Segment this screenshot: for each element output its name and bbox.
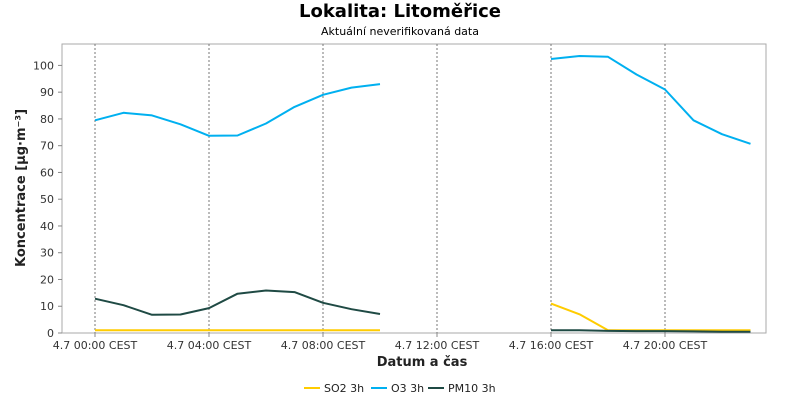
y-tick-label: 90 xyxy=(40,86,54,99)
grid xyxy=(94,44,666,333)
series-line xyxy=(94,289,381,316)
legend-item: PM10 3h xyxy=(428,382,496,395)
series-line xyxy=(94,83,381,137)
y-tick-label: 70 xyxy=(40,140,54,153)
x-axis-label: Datum a čas xyxy=(377,355,468,370)
y-axis: 0 10 20 30 40 50 60 70 80 90 100 xyxy=(33,59,62,340)
series-pm10-3h xyxy=(94,289,751,333)
x-axis: 4.7 00:00 CEST 4.7 04:00 CEST 4.7 08:00 CE… xyxy=(53,333,708,352)
legend: SO2 3h O3 3h PM10 3h xyxy=(304,382,496,395)
legend-label: PM10 3h xyxy=(448,382,496,395)
x-tick-label: 4.7 20:00 CEST xyxy=(623,339,708,352)
legend-label: O3 3h xyxy=(391,382,424,395)
x-tick-label: 4.7 00:00 CEST xyxy=(53,339,138,352)
series-layer xyxy=(94,55,751,333)
x-tick-label: 4.7 04:00 CEST xyxy=(167,339,252,352)
series-line xyxy=(550,55,751,145)
legend-item: SO2 3h xyxy=(304,382,364,395)
series-o3-3h xyxy=(94,55,751,145)
y-tick-label: 20 xyxy=(40,273,54,286)
x-tick-label: 4.7 08:00 CEST xyxy=(281,339,366,352)
chart-subtitle: Aktuální neverifikovaná data xyxy=(321,25,479,38)
y-axis-label: Koncentrace [µg·m⁻³] xyxy=(14,109,29,267)
x-tick-label: 4.7 12:00 CEST xyxy=(395,339,480,352)
series-line xyxy=(551,329,751,333)
y-tick-label: 40 xyxy=(40,220,54,233)
y-tick-label: 100 xyxy=(33,59,54,72)
y-tick-label: 50 xyxy=(40,193,54,206)
legend-label: SO2 3h xyxy=(324,382,364,395)
x-tick-label: 4.7 16:00 CEST xyxy=(509,339,594,352)
y-tick-label: 60 xyxy=(40,166,54,179)
y-tick-label: 80 xyxy=(40,113,54,126)
y-tick-label: 10 xyxy=(40,300,54,313)
plot-area xyxy=(61,43,767,334)
chart-title: Lokalita: Litoměřice xyxy=(299,1,501,22)
y-tick-label: 0 xyxy=(47,327,54,340)
y-tick-label: 30 xyxy=(40,247,54,260)
legend-item: O3 3h xyxy=(371,382,424,395)
